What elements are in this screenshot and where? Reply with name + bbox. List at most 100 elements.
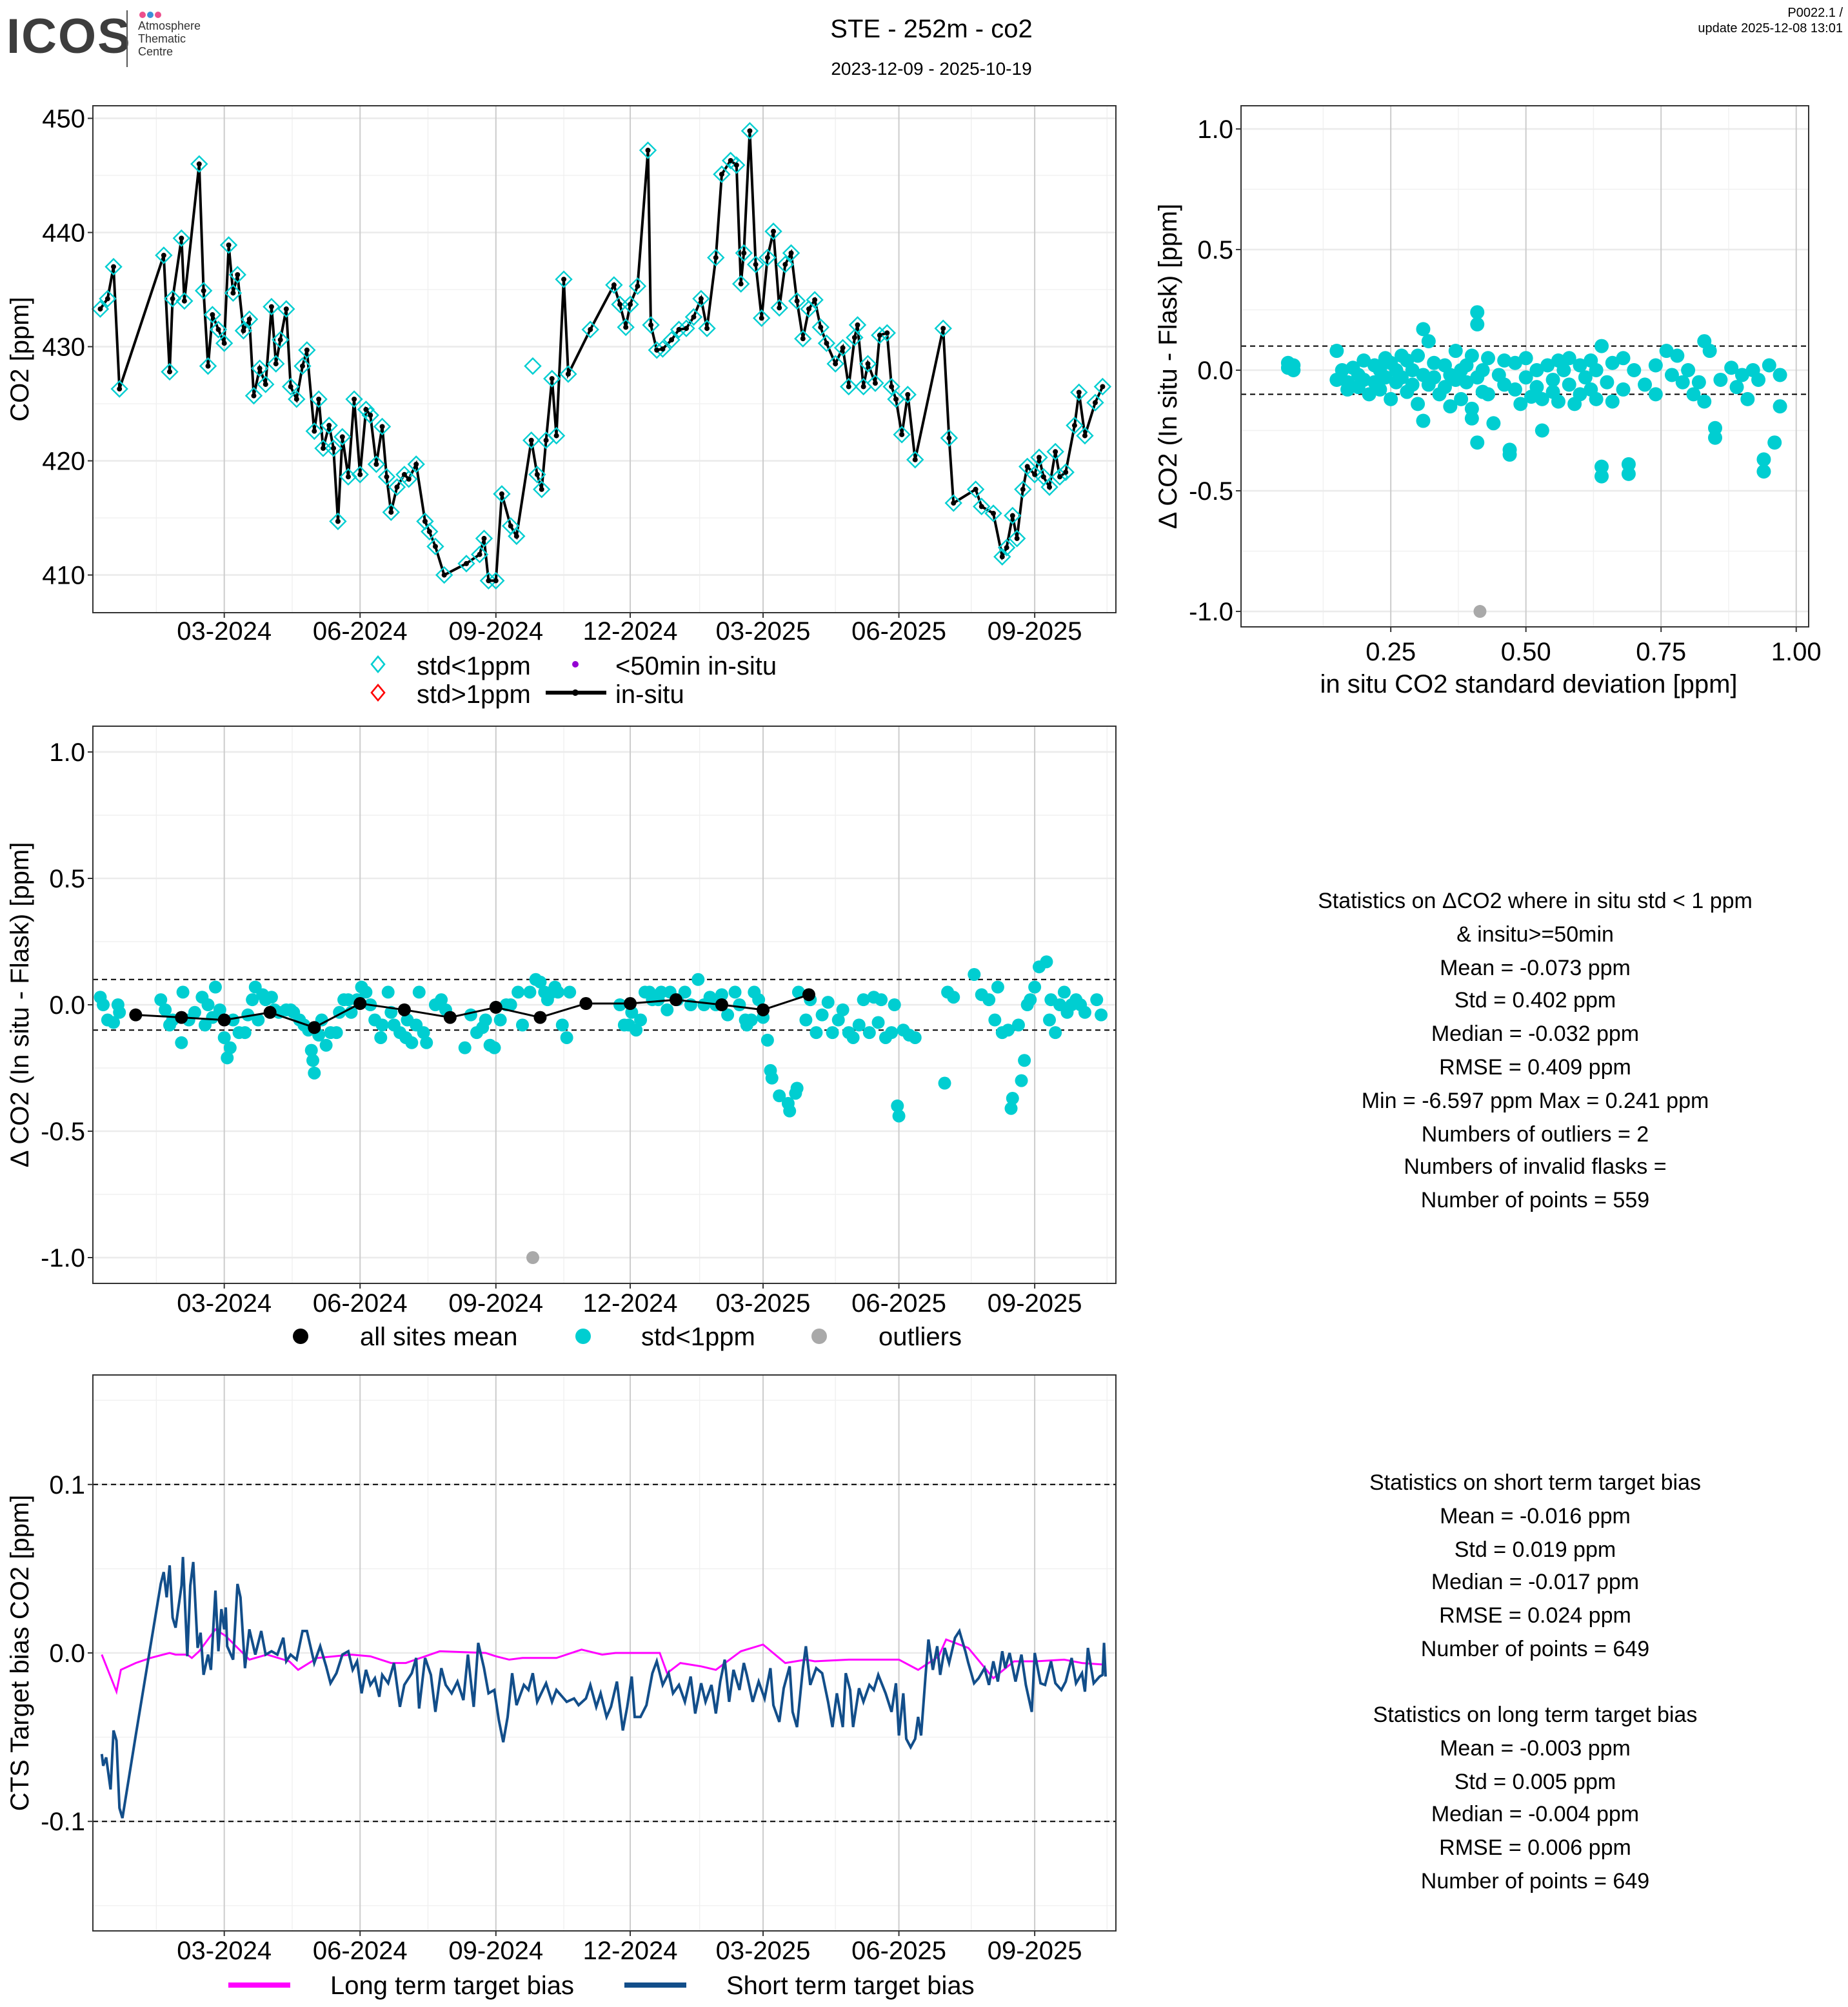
flask-diamond-std-lt1 bbox=[642, 316, 660, 334]
delta-point-std-lt1 bbox=[1411, 348, 1426, 363]
insitu-point bbox=[759, 315, 764, 321]
flask-diamond-std-lt1 bbox=[475, 529, 493, 548]
insitu-point bbox=[196, 161, 202, 167]
delta-point-std-lt1 bbox=[154, 993, 168, 1007]
flask-diamond-std-lt1 bbox=[1046, 442, 1064, 461]
insitu-point bbox=[335, 519, 341, 524]
delta-point-std-lt1 bbox=[246, 993, 259, 1007]
delta-point-std-lt1 bbox=[341, 993, 355, 1007]
delta-point-std-lt1 bbox=[464, 1008, 477, 1022]
insitu-point bbox=[806, 306, 811, 312]
delta-point-std-lt1 bbox=[1405, 377, 1420, 392]
flask-diamond-std-lt1 bbox=[172, 229, 191, 248]
flask-diamond-std-lt1 bbox=[310, 390, 328, 408]
insitu-point bbox=[539, 486, 544, 492]
insitu-point bbox=[691, 314, 697, 320]
delta-point-std-lt1 bbox=[1335, 362, 1349, 377]
all-sites-mean-point bbox=[175, 1011, 188, 1024]
insitu-point bbox=[951, 500, 957, 506]
delta-point-std-lt1 bbox=[504, 998, 517, 1011]
y-axis-label: CO2 [ppm] bbox=[6, 297, 34, 421]
insitu-point bbox=[268, 304, 274, 310]
delta-point-std-lt1 bbox=[1756, 452, 1771, 467]
logo-divider bbox=[126, 10, 128, 67]
delta-point-std-lt1 bbox=[308, 1066, 321, 1080]
flask-diamond-std-lt1 bbox=[240, 310, 259, 328]
insitu-point bbox=[553, 433, 559, 439]
delta-point-std-lt1 bbox=[458, 1041, 472, 1054]
x-tick-label: 0.25 bbox=[1366, 638, 1416, 666]
delta-point-std-lt1 bbox=[1405, 362, 1420, 377]
legend-delta-time: all sites mean std<1ppm outliers bbox=[293, 1323, 962, 1351]
flask-diamond-std-lt1 bbox=[244, 386, 263, 405]
x-tick-label: 03-2025 bbox=[716, 1937, 811, 1965]
flask-diamond-std-lt1 bbox=[1004, 506, 1022, 525]
delta-point-std-lt1 bbox=[744, 1013, 758, 1027]
flask-diamond-std-lt1 bbox=[788, 292, 806, 310]
delta-point-std-lt1 bbox=[381, 985, 395, 999]
stat-line: Statistics on short term target bias bbox=[1369, 1470, 1701, 1495]
insitu-point bbox=[384, 474, 390, 480]
delta-point-std-lt1 bbox=[493, 1013, 507, 1027]
insitu-point bbox=[812, 297, 818, 302]
insitu-point bbox=[777, 305, 782, 311]
insitu-point bbox=[263, 381, 268, 387]
insitu-point bbox=[565, 371, 571, 377]
delta-point-std-lt1 bbox=[875, 993, 888, 1007]
delta-point-std-lt1 bbox=[1448, 344, 1463, 359]
insitu-point bbox=[215, 326, 221, 332]
delta-point-std-lt1 bbox=[1454, 391, 1469, 406]
legend-label: <50min in-situ bbox=[615, 652, 777, 680]
insitu-point bbox=[617, 302, 623, 308]
insitu-point bbox=[1020, 486, 1026, 492]
flask-diamond-std-lt1 bbox=[692, 290, 710, 308]
flask-diamond-std-lt1 bbox=[329, 512, 347, 531]
insitu-point bbox=[893, 396, 899, 402]
insitu-point bbox=[201, 288, 206, 293]
delta-point-std-lt1 bbox=[908, 1031, 922, 1044]
delta-point-std-lt1 bbox=[1464, 411, 1479, 426]
delta-point-std-lt1 bbox=[1627, 362, 1642, 377]
insitu-point bbox=[179, 235, 184, 241]
flask-diamond-std-lt1 bbox=[388, 478, 406, 496]
flask-diamond-std-lt1 bbox=[906, 451, 924, 469]
flask-diamond-std-lt1 bbox=[698, 319, 716, 337]
flask-diamond-std-lt1 bbox=[267, 355, 285, 373]
flask-diamond-std-lt1 bbox=[224, 284, 243, 302]
flask-diamond-std-lt1 bbox=[203, 306, 222, 324]
delta-point-std-lt1 bbox=[826, 1026, 839, 1040]
delta-point-std-lt1 bbox=[857, 993, 870, 1007]
logo-dot bbox=[139, 12, 146, 18]
flask-diamond-std-lt1 bbox=[1014, 480, 1032, 499]
logo-line: Centre bbox=[138, 45, 174, 58]
delta-point-std-lt1 bbox=[512, 985, 525, 999]
y-axis-label: Δ CO2 (In situ - Flask) [ppm] bbox=[1154, 204, 1182, 529]
delta-point-std-lt1 bbox=[420, 1036, 433, 1049]
x-tick-label: 03-2025 bbox=[716, 617, 811, 646]
insitu-point bbox=[226, 242, 232, 248]
legend-target-bias: Long term target bias Short term target … bbox=[228, 1972, 975, 2000]
delta-point-std-lt1 bbox=[1497, 353, 1512, 368]
insitu-point bbox=[719, 172, 724, 177]
insitu-point bbox=[257, 366, 263, 371]
delta-point-std-lt1 bbox=[760, 1033, 774, 1047]
y-tick-label: -1.0 bbox=[41, 1244, 85, 1272]
insitu-point bbox=[205, 363, 211, 369]
flask-diamond-std-lt1 bbox=[209, 321, 228, 339]
x-tick-label: 03-2025 bbox=[716, 1289, 811, 1318]
delta-point-std-lt1 bbox=[1286, 362, 1301, 377]
delta-point-std-lt1 bbox=[1057, 985, 1071, 999]
delta-point-std-lt1 bbox=[1001, 1023, 1015, 1037]
delta-point-std-lt1 bbox=[1773, 399, 1787, 414]
delta-point-std-lt1 bbox=[1497, 377, 1512, 392]
insitu-point bbox=[698, 296, 704, 302]
flask-diamond-std-lt1 bbox=[617, 318, 635, 337]
delta-point-std-lt1 bbox=[1616, 382, 1631, 397]
x-tick-label: 12-2024 bbox=[583, 617, 678, 646]
short-term-statistics: Statistics on short term target bias Mea… bbox=[1277, 1467, 1793, 1666]
stat-line: Number of points = 649 bbox=[1420, 1636, 1650, 1661]
delta-point-std-lt1 bbox=[885, 1026, 899, 1040]
insitu-point bbox=[321, 446, 326, 451]
insitu-point bbox=[345, 474, 351, 480]
stat-line: Numbers of invalid flasks = bbox=[1404, 1154, 1667, 1180]
